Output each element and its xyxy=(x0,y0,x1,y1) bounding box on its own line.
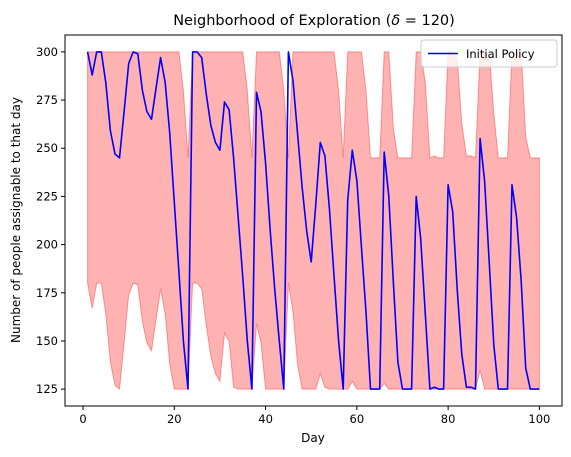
x-tick-label: 100 xyxy=(528,412,550,426)
exploration-band-area xyxy=(87,51,540,391)
y-tick-label: 150 xyxy=(36,334,58,348)
y-tick-label: 175 xyxy=(36,286,58,300)
plot-frame xyxy=(64,34,563,407)
x-tick-label: 40 xyxy=(258,412,273,426)
x-tick-label: 0 xyxy=(79,412,86,426)
y-axis: 125 150 175 200 225 250 275 300 xyxy=(36,45,65,396)
legend-box xyxy=(420,39,558,68)
chart-title: Neighborhood of Exploration (δ = 120) xyxy=(173,13,455,29)
y-tick-label: 300 xyxy=(36,45,58,59)
x-tick-label: 80 xyxy=(441,412,456,426)
y-tick-label: 250 xyxy=(36,141,58,155)
x-axis: 0 20 40 60 80 100 xyxy=(79,406,550,426)
legend: Initial Policy xyxy=(420,39,558,68)
y-tick-label: 200 xyxy=(36,238,58,252)
x-tick-label: 60 xyxy=(350,412,365,426)
x-tick-label: 20 xyxy=(167,412,182,426)
y-axis-label: Number of people assignable to that day xyxy=(9,97,23,343)
series-layer xyxy=(86,51,540,390)
y-tick-label: 225 xyxy=(36,189,58,203)
exploration-band xyxy=(87,51,540,391)
y-tick-label: 125 xyxy=(36,382,58,396)
x-axis-label: Day xyxy=(301,431,325,445)
y-tick-label: 275 xyxy=(36,93,58,107)
legend-label-initial-policy: Initial Policy xyxy=(466,47,535,61)
series-line-initial-policy xyxy=(86,51,540,390)
